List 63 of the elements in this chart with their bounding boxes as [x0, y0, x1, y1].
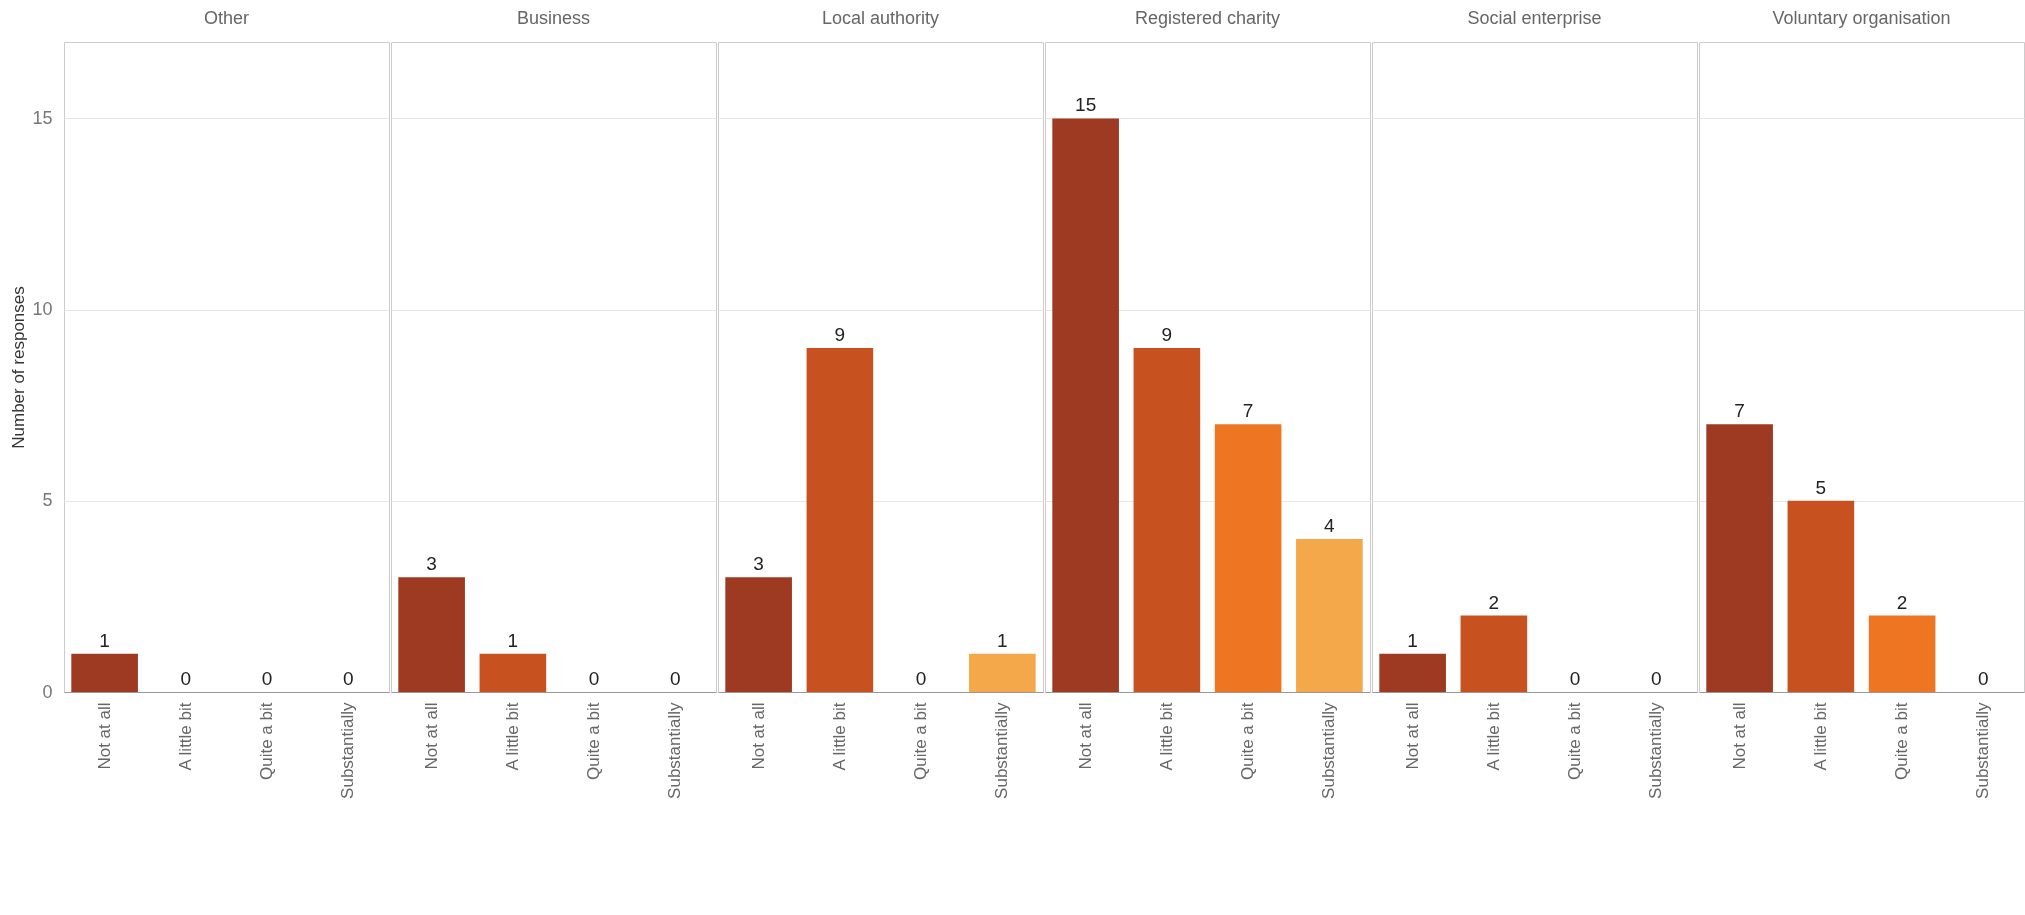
bar — [1214, 424, 1282, 692]
data-label: 0 — [588, 668, 600, 689]
data-label: 3 — [753, 553, 764, 575]
data-label: 1 — [997, 629, 1008, 651]
x-tick-label: A little bit — [1483, 702, 1503, 771]
x-tick-label: A little bit — [502, 702, 522, 771]
data-label: 15 — [1075, 94, 1097, 116]
data-label: 3 — [426, 553, 437, 575]
y-tick-label: 0 — [42, 681, 53, 702]
data-label: 0 — [1651, 668, 1662, 689]
data-label: 1 — [1407, 629, 1418, 651]
x-tick-label: Quite a bit — [584, 702, 604, 780]
chart-title: Other — [203, 8, 250, 28]
bar — [1052, 118, 1119, 692]
data-label: 7 — [1242, 400, 1254, 422]
x-tick-label: A little bit — [175, 702, 195, 771]
x-tick-label: Not at all — [1402, 702, 1422, 770]
chart-title: Business — [516, 8, 591, 28]
x-tick-label: Not at all — [1729, 702, 1749, 770]
y-tick-label: 10 — [32, 299, 53, 320]
data-label: 2 — [1896, 591, 1908, 613]
y-tick-label: 5 — [42, 490, 53, 511]
data-label: 4 — [1324, 515, 1336, 537]
bar — [1296, 539, 1363, 692]
chart-title: Social enterprise — [1467, 8, 1602, 28]
data-label: 2 — [1488, 591, 1500, 613]
x-tick-label: Quite a bit — [1565, 702, 1585, 780]
data-label: 0 — [180, 668, 192, 689]
data-label: 7 — [1734, 400, 1745, 422]
x-tick-label: Substantially — [992, 702, 1012, 799]
x-tick-label: Not at all — [748, 702, 768, 770]
x-tick-label: Substantially — [665, 702, 685, 799]
y-axis-title: Number of responses — [9, 286, 29, 449]
x-tick-label: Quite a bit — [257, 702, 277, 780]
x-tick-label: Substantially — [1646, 702, 1666, 799]
x-tick-label: Not at all — [421, 702, 441, 770]
bar — [1133, 347, 1201, 692]
chart-title: Local authority — [821, 8, 940, 28]
data-label: 0 — [261, 668, 273, 689]
data-label: 0 — [1569, 668, 1581, 689]
x-tick-label: Quite a bit — [1238, 702, 1258, 780]
data-label: 0 — [915, 668, 927, 689]
x-tick-label: Substantially — [1319, 702, 1339, 799]
data-label: 1 — [99, 629, 110, 651]
chart-title: Voluntary organisation — [1772, 8, 1951, 28]
x-tick-label: Not at all — [94, 702, 114, 770]
y-tick-label: 15 — [32, 107, 53, 128]
x-tick-label: A little bit — [829, 702, 849, 771]
x-tick-label: Quite a bit — [1892, 702, 1912, 780]
data-label: 0 — [1978, 668, 1989, 689]
data-label: 9 — [834, 323, 846, 345]
x-tick-label: Substantially — [1973, 702, 1993, 799]
x-tick-label: Quite a bit — [911, 702, 931, 780]
x-tick-label: A little bit — [1810, 702, 1830, 771]
data-label: 9 — [1161, 323, 1173, 345]
x-tick-label: Substantially — [338, 702, 358, 799]
data-label: 5 — [1815, 476, 1827, 498]
data-label: 0 — [343, 668, 354, 689]
data-label: 0 — [670, 668, 681, 689]
data-label: 1 — [507, 629, 519, 651]
chart-title: Registered charity — [1134, 8, 1281, 28]
x-tick-label: Not at all — [1075, 702, 1095, 770]
x-tick-label: A little bit — [1156, 702, 1176, 771]
